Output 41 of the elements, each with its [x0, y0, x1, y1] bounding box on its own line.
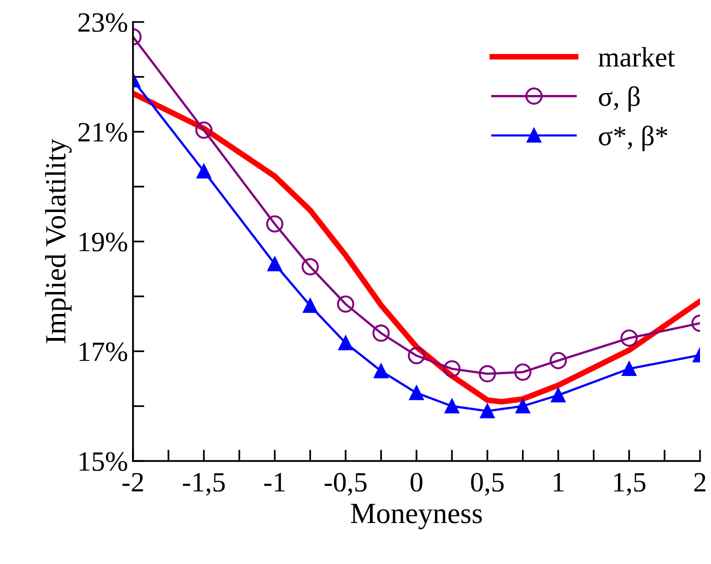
y-tick-label: 21%: [78, 122, 128, 142]
x-tick-label: 2: [694, 472, 706, 492]
point: [516, 398, 530, 414]
point: [338, 336, 353, 350]
point: [550, 352, 567, 370]
point: [478, 365, 496, 382]
point: [514, 363, 532, 381]
x-tick-label: -0,5: [324, 472, 367, 496]
point: [443, 360, 461, 378]
x-tick-label: 0,5: [471, 472, 504, 496]
point: [444, 398, 460, 414]
point: [337, 295, 354, 313]
point: [374, 364, 388, 378]
x-axis-title: Moneyness: [350, 504, 482, 530]
point: [409, 386, 424, 400]
legend-label: σ, β: [598, 86, 640, 112]
point: [408, 347, 426, 364]
point: [622, 362, 636, 376]
point: [268, 256, 282, 272]
point: [302, 258, 319, 276]
y-tick-label: 23%: [78, 13, 128, 32]
legend-label: market: [598, 47, 675, 67]
point: [266, 215, 284, 233]
point: [480, 404, 495, 418]
legend-label: σ*, β*: [598, 126, 668, 152]
x-tick-label: -1: [264, 473, 285, 492]
point: [620, 329, 638, 347]
y-tick-label: 17%: [80, 342, 128, 362]
y-tick-label: 19%: [80, 232, 128, 252]
point: [196, 164, 212, 178]
point: [302, 298, 318, 313]
point: [195, 121, 212, 139]
x-tick-label: 1,5: [614, 473, 646, 496]
y-axis-title: Implied Volatility: [45, 138, 72, 344]
x-tick-label: 1: [554, 473, 564, 492]
x-tick-label: -2: [122, 472, 144, 492]
x-tick-label: 0: [410, 472, 422, 492]
point: [551, 388, 566, 402]
point: [372, 324, 390, 342]
y-tick-label: 15%: [80, 452, 128, 471]
x-tick-label: -1,5: [182, 473, 225, 496]
